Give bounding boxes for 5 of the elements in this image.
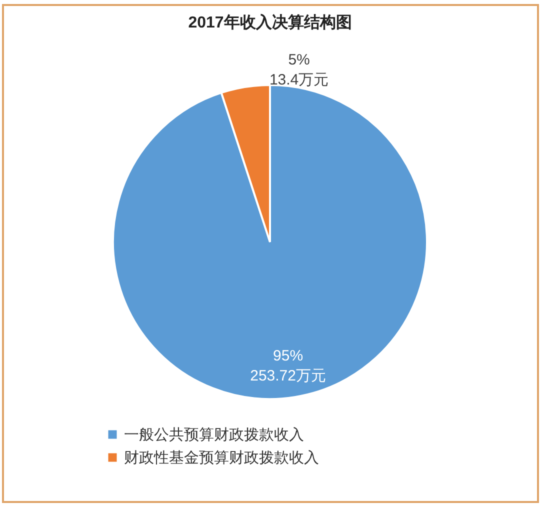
legend-label: 一般公共预算财政拨款收入 bbox=[124, 426, 304, 444]
data-label: 95% 253.72万元 bbox=[250, 348, 326, 385]
data-label: 5% 13.4万元 bbox=[269, 51, 329, 88]
legend-label: 财政性基金预算财政拨款收入 bbox=[124, 450, 319, 466]
chart-title: 2017年收入决算结构图 bbox=[188, 13, 352, 32]
